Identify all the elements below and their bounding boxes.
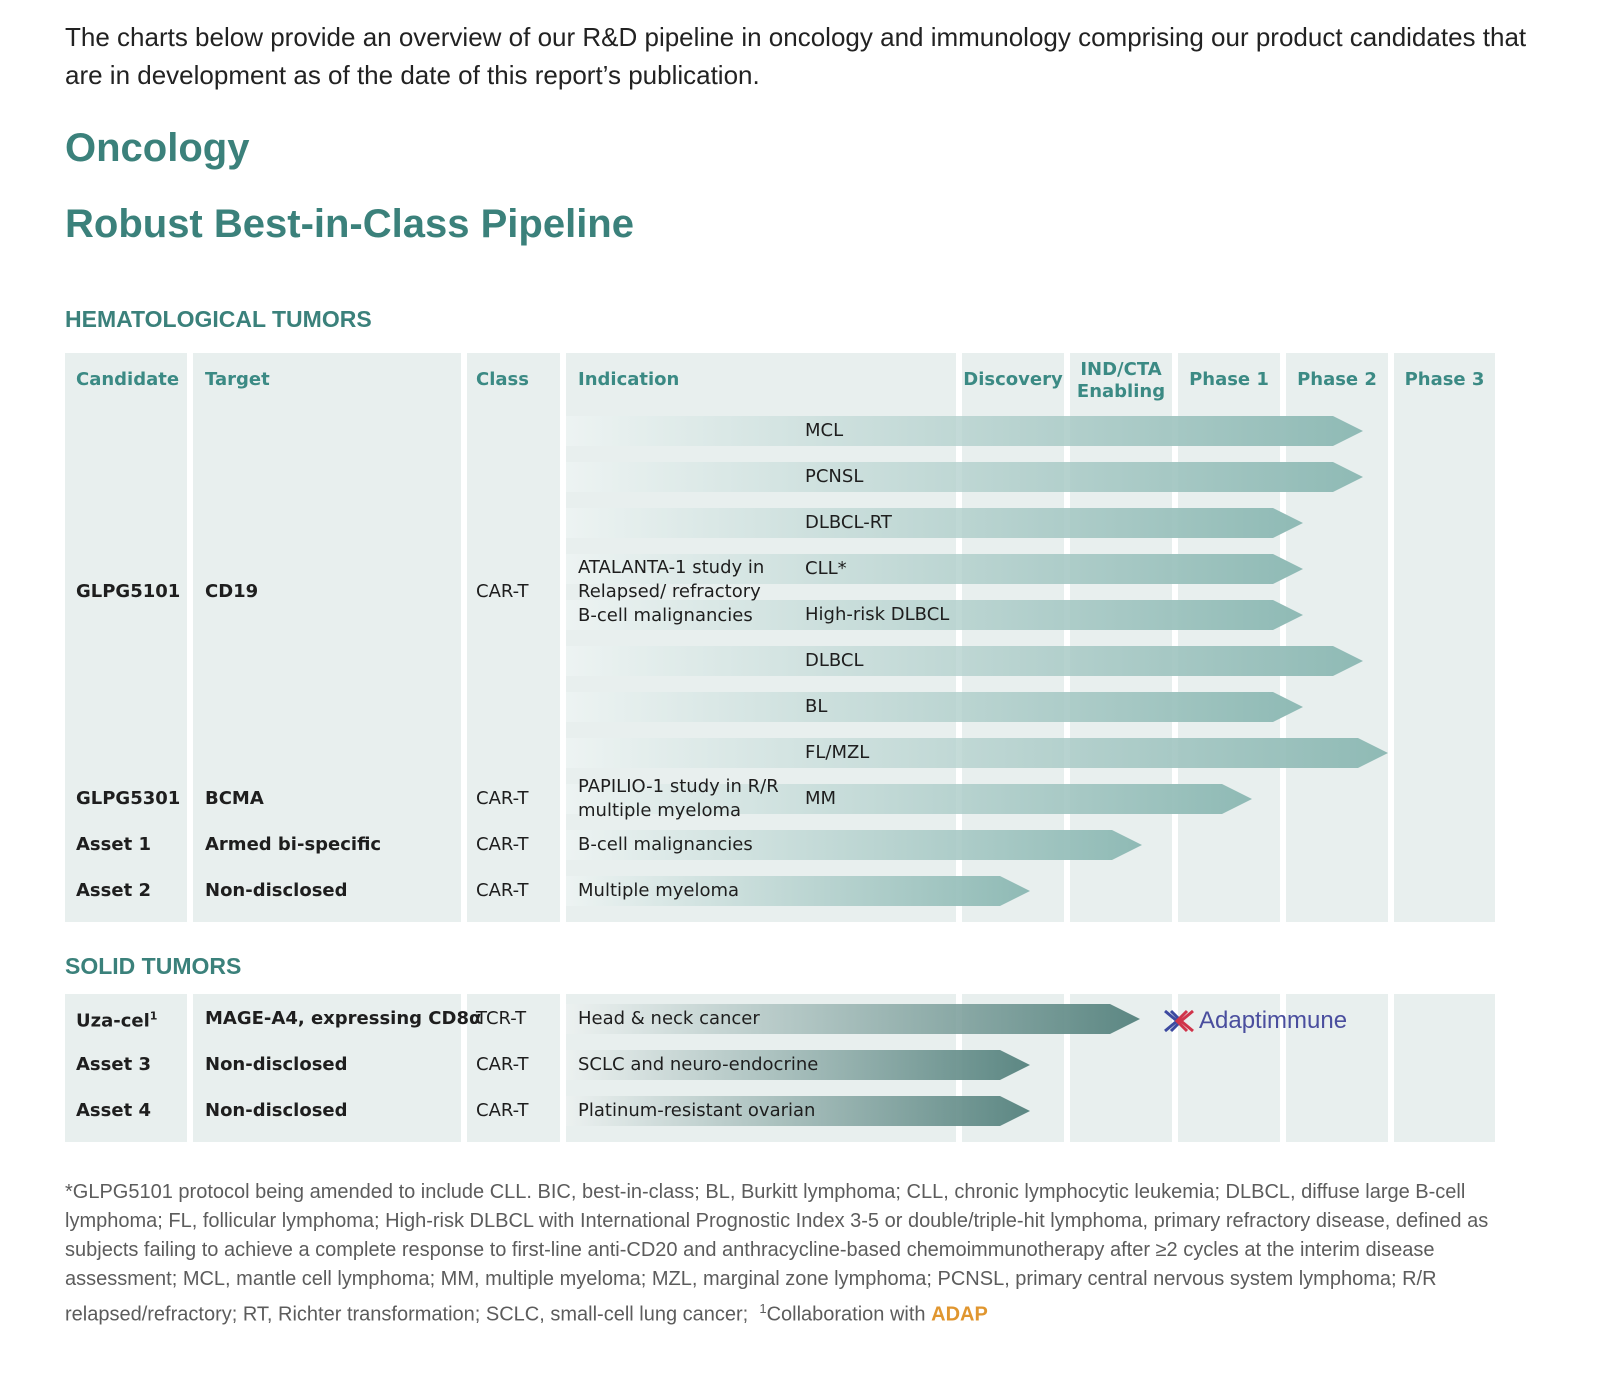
phase-arrow (566, 876, 1030, 906)
column-header: Phase 2 (1297, 369, 1377, 390)
partner-name: Adaptimmune (1199, 1007, 1348, 1034)
partner-logo: Adaptimmune (1162, 1007, 1347, 1035)
program-label: MM (805, 788, 837, 809)
indication: Head & neck cancer (578, 1008, 760, 1029)
phase-arrow (566, 1050, 1030, 1080)
indication: B-cell malignancies (578, 834, 753, 855)
candidate-name: Uza-cel (76, 1010, 150, 1032)
phase-arrow (566, 600, 1303, 630)
column-bg (1286, 353, 1388, 922)
target: Non-disclosed (205, 880, 348, 901)
indication: SCLC and neuro-endocrine (578, 1054, 819, 1075)
phase-arrow (566, 416, 1363, 446)
target: Armed bi-specific (205, 834, 382, 855)
phase-arrow (566, 784, 1252, 814)
class: TCR-T (476, 1008, 527, 1029)
indication: PAPILIO-1 study in R/R multiple myeloma (578, 776, 779, 821)
program-label: CLL* (805, 558, 847, 579)
footnote-ref: 1 (149, 1009, 158, 1023)
column-bg (1070, 353, 1172, 922)
collaboration: Collaboration with (766, 1303, 926, 1326)
class: CAR-T (476, 581, 529, 602)
footnote-ref: 1 (759, 1301, 767, 1316)
candidate: Asset 2 (76, 880, 151, 901)
column-header: Phase 1 (1189, 369, 1269, 390)
column-bg (1178, 353, 1280, 922)
program-label: BL (805, 696, 828, 717)
candidate: Asset 4 (76, 1099, 151, 1123)
program-label: High-risk DLBCL (805, 604, 950, 625)
phase-arrow (566, 554, 1303, 584)
candidate-name: Asset 3 (76, 1054, 151, 1075)
candidate: Asset 1 (76, 834, 151, 855)
partner: ADAP (931, 1303, 988, 1326)
program-label: FL/MZL (805, 742, 870, 763)
column-bg (193, 353, 461, 922)
candidate: GLPG5101 (76, 581, 181, 602)
column-header: Discovery (963, 369, 1063, 390)
column-bg (467, 353, 560, 922)
candidate: Uza-cel1 (76, 1005, 157, 1034)
class: CAR-T (476, 1100, 529, 1121)
class: CAR-T (476, 880, 529, 901)
column-bg (962, 353, 1064, 922)
target: Non-disclosed (205, 1054, 348, 1075)
target: BCMA (205, 788, 264, 809)
column-bg (566, 353, 956, 922)
class: CAR-T (476, 834, 529, 855)
column-header: IND/CTA Enabling (1076, 359, 1166, 402)
column-bg (1394, 994, 1495, 1142)
indication: ATALANTA-1 study in Relapsed/ refractory… (578, 557, 765, 626)
section-title: Oncology (65, 126, 250, 170)
footnote: *GLPG5101 protocol being amended to incl… (65, 1178, 1505, 1330)
phase-arrow (566, 738, 1388, 768)
footnote-text: *GLPG5101 protocol being amended to incl… (65, 1181, 1489, 1326)
column-bg (65, 994, 187, 1142)
column-bg (65, 353, 187, 922)
column-bg (193, 994, 461, 1142)
column-bg (1394, 353, 1495, 922)
section-heading: SOLID TUMORS (65, 953, 242, 979)
candidate-name: Asset 4 (76, 1100, 151, 1121)
program-label: PCNSL (805, 466, 864, 487)
phase-arrow (566, 1096, 1030, 1126)
phase-arrow (566, 692, 1303, 722)
logo-icon (1164, 1009, 1194, 1033)
candidate: GLPG5301 (76, 788, 181, 809)
column-header: Target (205, 369, 270, 390)
phase-arrow (566, 462, 1363, 492)
section-heading: HEMATOLOGICAL TUMORS (65, 306, 372, 332)
pipeline-title: Robust Best-in-Class Pipeline (65, 202, 634, 246)
column-header: Candidate (76, 369, 180, 390)
intro: The charts below provide an overview of … (65, 22, 1527, 90)
class: CAR-T (476, 788, 529, 809)
target: MAGE-A4, expressing CD8α (205, 1008, 482, 1029)
program-label: MCL (805, 420, 844, 441)
phase-arrow (566, 646, 1363, 676)
class: CAR-T (476, 1054, 529, 1075)
column-bg (1178, 994, 1280, 1142)
column-bg (467, 994, 560, 1142)
candidate: Asset 3 (76, 1053, 151, 1077)
column-header: Phase 3 (1404, 369, 1485, 390)
phase-arrow (566, 830, 1142, 860)
phase-arrow (566, 1004, 1140, 1034)
phase-arrow (566, 508, 1303, 538)
indication: Platinum-resistant ovarian (578, 1100, 816, 1121)
program-label: DLBCL-RT (805, 512, 892, 533)
column-header: Indication (578, 369, 680, 390)
target: CD19 (205, 581, 259, 602)
program-label: DLBCL (805, 650, 864, 671)
indication: Multiple myeloma (578, 880, 740, 901)
target: Non-disclosed (205, 1100, 348, 1121)
column-header: Class (476, 369, 529, 390)
column-bg (1286, 994, 1388, 1142)
